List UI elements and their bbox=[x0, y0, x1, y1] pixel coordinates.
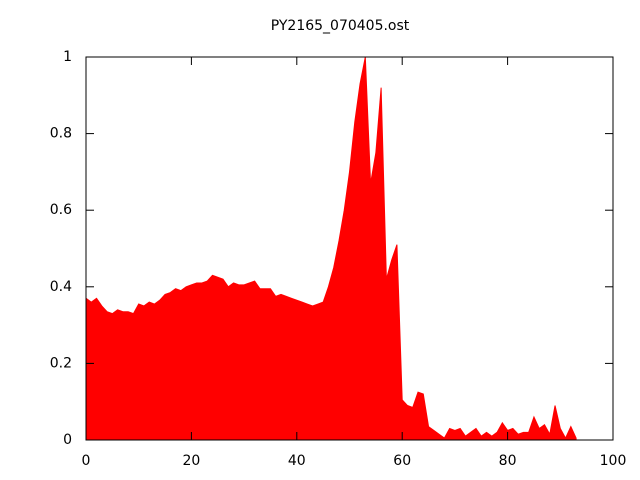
y-tick-label: 0.6 bbox=[50, 202, 72, 218]
area bbox=[85, 56, 577, 441]
y-tick-label: 0.2 bbox=[50, 355, 72, 371]
y-tick-label: 0 bbox=[63, 432, 72, 448]
x-tick-label: 80 bbox=[499, 453, 517, 469]
y-tick-label: 0.8 bbox=[50, 126, 72, 142]
x-tick-label: 40 bbox=[288, 453, 306, 469]
x-tick-label: 20 bbox=[182, 453, 200, 469]
x-tick-label: 0 bbox=[82, 453, 91, 469]
chart-title: PY2165_070405.ost bbox=[271, 18, 410, 34]
y-tick-label: 1 bbox=[63, 49, 72, 65]
x-tick-label: 100 bbox=[600, 453, 627, 469]
plot-border bbox=[85, 56, 614, 441]
y-tick-label: 0.4 bbox=[50, 279, 72, 295]
x-tick-label: 60 bbox=[393, 453, 411, 469]
